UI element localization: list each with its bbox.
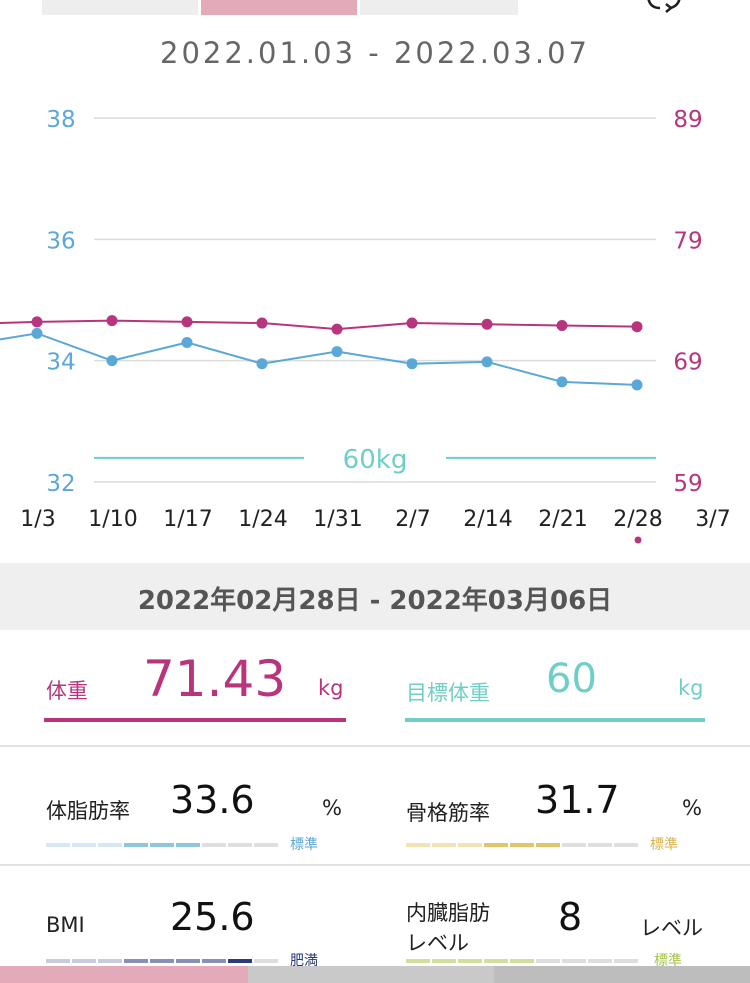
- series-point-0[interactable]: [556, 319, 568, 331]
- left-axis-tick: 34: [46, 350, 75, 376]
- series-point-1[interactable]: [181, 336, 193, 348]
- left-axis-tick: 38: [46, 107, 75, 133]
- bmi-scale: [46, 959, 278, 963]
- x-axis-tick: 1/17: [163, 507, 212, 532]
- body-fat-value: 33.6: [170, 778, 255, 822]
- series-point-0[interactable]: [106, 315, 118, 327]
- right-axis-tick: 69: [673, 350, 702, 376]
- series-point-0[interactable]: [181, 316, 193, 328]
- series-point-0[interactable]: [256, 317, 268, 329]
- right-axis-tick: 59: [673, 471, 702, 497]
- page-indicator-1[interactable]: [0, 966, 248, 983]
- series-point-0[interactable]: [31, 316, 43, 328]
- x-axis-tick: 2/28: [613, 507, 662, 532]
- body-fat-status: 標準: [290, 837, 318, 853]
- x-axis-tick: 1/24: [238, 507, 287, 532]
- visceral-fat-unit: レベル: [640, 916, 703, 940]
- target-weight-unit: kg: [678, 676, 704, 700]
- segment-left[interactable]: [42, 0, 198, 15]
- divider: [0, 864, 750, 866]
- body-fat-label: 体脂肪率: [46, 799, 130, 823]
- right-axis-tick: 89: [673, 107, 702, 133]
- series-point-0[interactable]: [331, 323, 343, 335]
- visceral-fat-status: 標準: [654, 953, 682, 969]
- x-axis-tick: 2/7: [395, 507, 430, 532]
- skeletal-muscle-unit: %: [682, 796, 702, 820]
- date-range-label: 2022.01.03 - 2022.03.07: [160, 36, 590, 70]
- series-point-1[interactable]: [331, 346, 343, 358]
- x-axis-tick: 2/21: [538, 507, 587, 532]
- bmi-status: 肥満: [290, 953, 318, 969]
- series-point-1[interactable]: [256, 358, 268, 370]
- weight-label: 体重: [46, 679, 88, 703]
- skeletal-muscle-label: 骨格筋率: [406, 801, 490, 825]
- week-range-bar: 2022年02月28日 - 2022年03月06日: [0, 563, 750, 630]
- body-fat-unit: %: [322, 796, 342, 820]
- x-axis-tick: 1/3: [20, 507, 55, 532]
- left-axis-tick: 32: [46, 471, 75, 497]
- series-point-1[interactable]: [31, 327, 43, 339]
- x-axis-tick: 1/10: [88, 507, 137, 532]
- week-range-label: 2022年02月28日 - 2022年03月06日: [137, 586, 613, 616]
- x-axis-tick: 2/14: [463, 507, 512, 532]
- series-line-1: [0, 332, 638, 386]
- visceral-fat-scale: [406, 959, 638, 963]
- series-point-1[interactable]: [481, 356, 493, 368]
- left-axis-tick: 36: [46, 228, 75, 254]
- weight-value: 71.43: [143, 650, 287, 708]
- series-point-1[interactable]: [106, 355, 118, 367]
- selected-week-marker: [634, 536, 642, 544]
- visceral-fat-label-line2: レベル: [406, 931, 469, 955]
- target-line-label: 60kg: [343, 445, 408, 475]
- sync-icon[interactable]: [640, 0, 686, 18]
- bmi-label: BMI: [46, 913, 85, 937]
- bottom-page-indicator[interactable]: [0, 966, 750, 983]
- series-point-0[interactable]: [481, 318, 493, 330]
- body-fat-scale: [46, 843, 278, 847]
- weight-underline: [44, 718, 346, 722]
- visceral-fat-label-line1: 内臓脂肪: [406, 901, 490, 925]
- segment-middle-selected[interactable]: [201, 0, 357, 15]
- x-axis-tick: 1/31: [313, 507, 362, 532]
- divider: [0, 745, 750, 747]
- skeletal-muscle-status: 標準: [650, 837, 678, 853]
- weight-chart[interactable]: 38 89 36 79 34 69 32 59 60kg 1/3 1/10 1/17 1/24 1/31 2…: [0, 90, 750, 560]
- target-weight-underline: [405, 718, 705, 722]
- page-indicator-3[interactable]: [494, 966, 750, 983]
- skeletal-muscle-scale: [406, 843, 638, 847]
- series-point-0[interactable]: [631, 321, 643, 333]
- weight-unit: kg: [318, 676, 344, 700]
- series-point-1[interactable]: [406, 358, 418, 370]
- skeletal-muscle-value: 31.7: [535, 778, 620, 822]
- x-axis-tick: 3/7: [695, 507, 730, 532]
- target-weight-value: 60: [546, 656, 597, 702]
- series-point-0[interactable]: [406, 317, 418, 329]
- segment-right[interactable]: [360, 0, 518, 15]
- target-weight-label: 目標体重: [406, 681, 490, 705]
- visceral-fat-label: 内臓脂肪 レベル: [406, 898, 490, 958]
- visceral-fat-value: 8: [558, 895, 583, 939]
- bmi-value: 25.6: [170, 895, 255, 939]
- right-axis-tick: 79: [673, 228, 702, 254]
- page-indicator-2[interactable]: [248, 966, 494, 983]
- series-point-1[interactable]: [631, 379, 643, 391]
- series-line-0: [0, 319, 638, 331]
- series-point-1[interactable]: [556, 376, 568, 388]
